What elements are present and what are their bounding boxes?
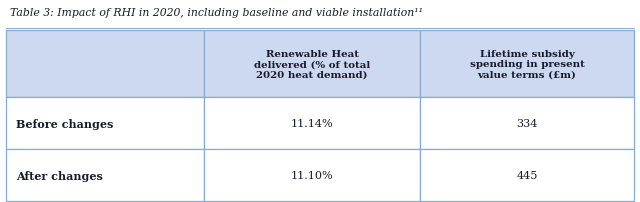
Bar: [420, 149, 634, 201]
Bar: [204, 149, 420, 201]
Text: Table 3: Impact of RHI in 2020, including baseline and viable installation¹¹: Table 3: Impact of RHI in 2020, includin…: [10, 8, 422, 18]
Text: 445: 445: [516, 170, 538, 180]
Text: Renewable Heat
delivered (% of total
2020 heat demand): Renewable Heat delivered (% of total 202…: [254, 50, 371, 79]
Bar: [420, 98, 634, 149]
Bar: [420, 31, 634, 98]
Text: Before changes: Before changes: [16, 118, 113, 129]
Bar: [6, 31, 204, 98]
Bar: [204, 31, 420, 98]
Bar: [204, 98, 420, 149]
Text: After changes: After changes: [16, 170, 103, 181]
Bar: [6, 149, 204, 201]
Text: 11.10%: 11.10%: [291, 170, 333, 180]
Text: 334: 334: [516, 119, 538, 129]
Text: 11.14%: 11.14%: [291, 119, 333, 129]
Bar: [6, 98, 204, 149]
Text: Lifetime subsidy
spending in present
value terms (£m): Lifetime subsidy spending in present val…: [470, 50, 584, 79]
